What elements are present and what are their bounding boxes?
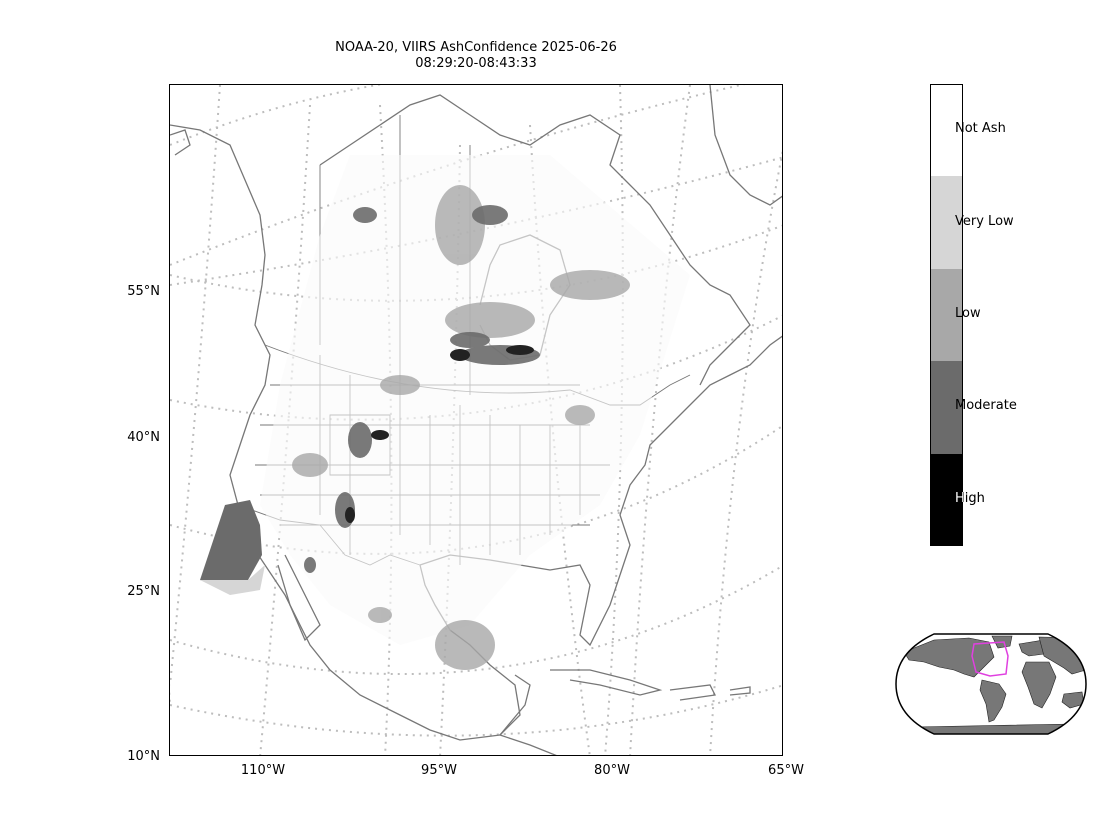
coastline-yucatan [499,674,531,736]
ash-pacific-very-low [200,565,265,595]
lat-tick-55: 55°N [127,284,160,299]
coastline-east [619,335,782,576]
ash-high-patches [345,345,534,523]
coastline-west [170,124,501,741]
graticule-lon-115 [170,85,221,686]
map-title: NOAA-20, VIIRS AshConfidence 2025-06-26 … [276,40,676,72]
colorbar-segment-low [930,269,963,362]
lon-tick-65w: 65°W [768,763,804,778]
globe-inset [894,632,1088,736]
colorbar-label-very-low: Very Low [955,214,1014,229]
inset-domain-outline [971,641,1009,677]
lon-tick-110w: 110°W [240,763,286,778]
ash-retrieval-swath [200,155,690,670]
colorbar-border [930,84,963,546]
coastline-hispaniola [669,684,716,701]
coastline-baja [277,554,321,642]
graticule-lat-15 [170,684,782,737]
colorbar-label-moderate: Moderate [955,398,1017,413]
land-africa [1021,661,1057,709]
lon-tick-95w: 95°W [421,763,457,778]
graticule-lon-110 [259,104,311,755]
colorbar [930,84,963,546]
globe-inset-canvas [895,633,1087,735]
colorbar-label-not-ash: Not Ash [955,121,1006,136]
lat-tick-40: 40°N [127,430,160,445]
colorbar-segment-very-low [930,176,963,269]
colorbar-label-high: High [955,491,985,506]
title-line-2: 08:29:20-08:43:33 [415,56,537,71]
map-canvas [170,85,782,755]
land-australia [1061,691,1085,709]
main-map[interactable] [169,84,783,756]
lat-tick-10: 10°N [127,749,160,764]
coastline-puerto-rico [729,686,751,696]
lat-tick-25: 25°N [127,584,160,599]
coastline-greenland [709,85,782,206]
colorbar-segment-not-ash [930,84,963,177]
title-line-1: NOAA-20, VIIRS AshConfidence 2025-06-26 [335,40,617,55]
ash-pacific-region [200,500,262,585]
land-north-america [903,637,995,678]
globe-border [895,633,1087,735]
graticule-lat-70 [170,85,383,146]
colorbar-segment-high [930,454,963,546]
coastline-cuba [550,669,663,696]
ash-low-patches [292,185,630,670]
colorbar-segment-moderate [930,361,963,454]
coastline-central-america [499,734,557,755]
coastline-alaska [170,129,191,156]
lon-tick-80w: 80°W [594,763,630,778]
graticule-lat-47 [170,224,782,302]
graticule-lon-65 [709,149,782,755]
coastline-arctic [319,94,751,386]
land-south-america [979,679,1007,723]
colorbar-label-low: Low [955,306,981,321]
